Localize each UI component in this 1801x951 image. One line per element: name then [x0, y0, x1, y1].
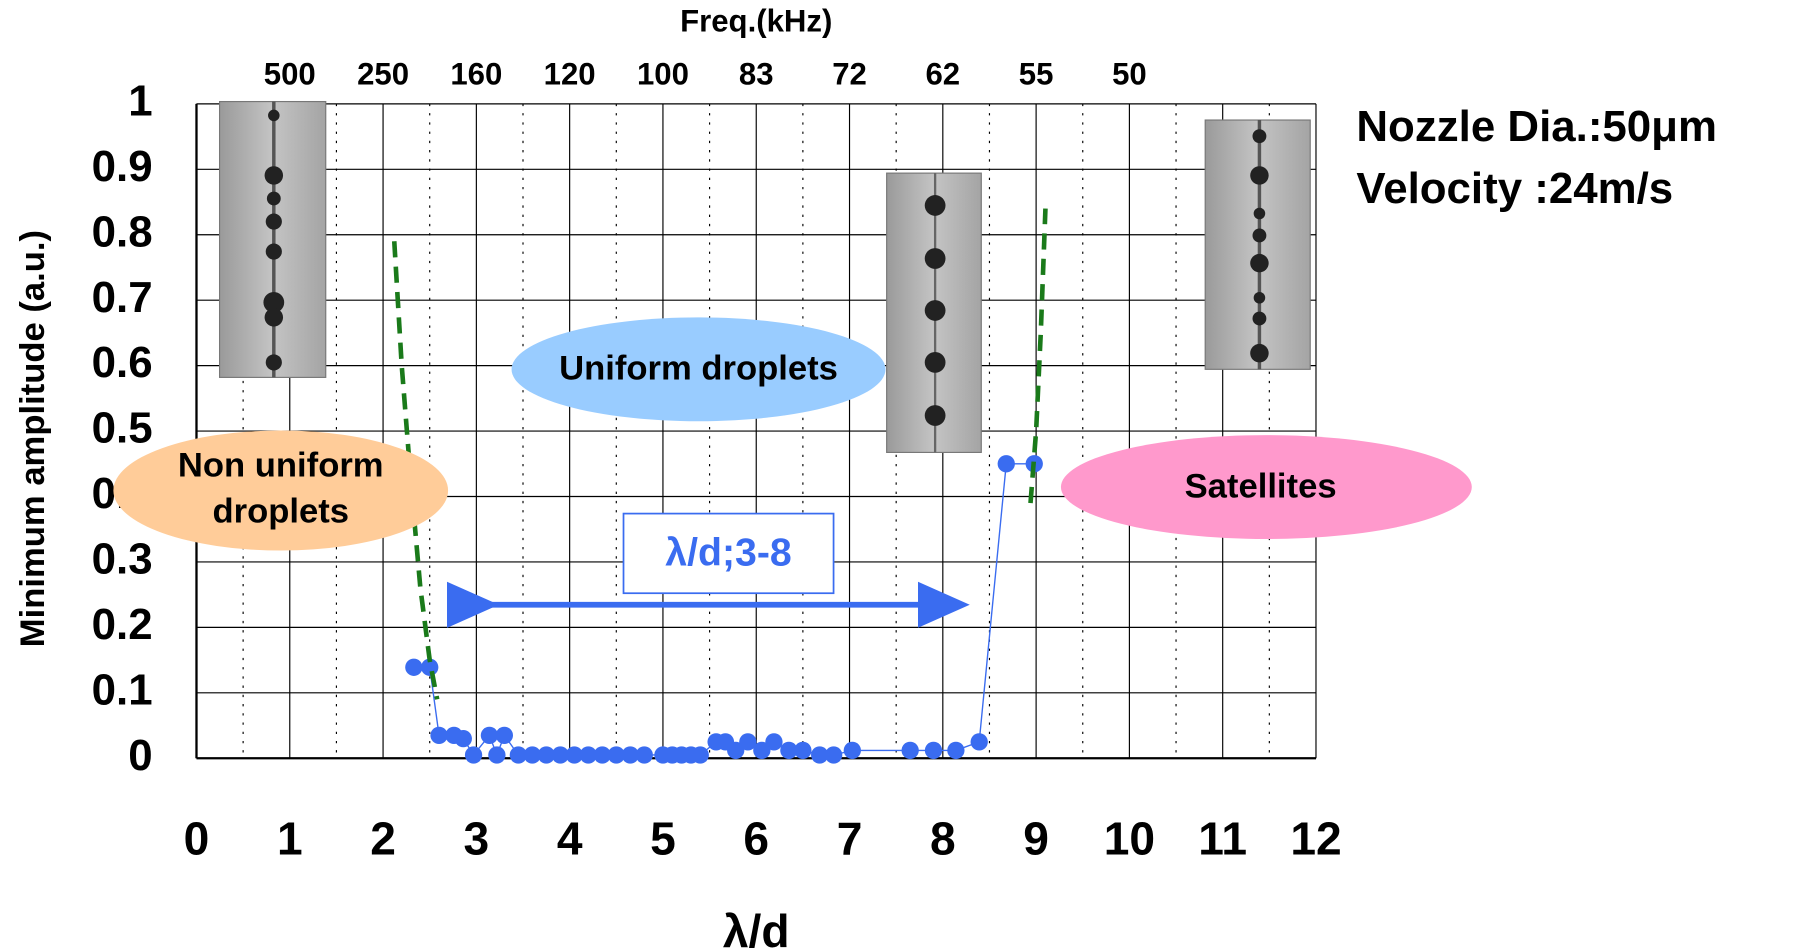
top-tick-label: 62 — [925, 56, 960, 91]
data-point — [924, 741, 943, 760]
top-tick-label: 72 — [832, 56, 867, 91]
series-line — [413, 463, 1035, 757]
x-tick-label: 12 — [1290, 813, 1341, 865]
x-tick-label: 0 — [184, 813, 210, 865]
data-point — [727, 741, 745, 760]
range-label: λ/d;3-8 — [665, 530, 791, 574]
y-tick-label: 0 — [128, 731, 152, 780]
top-tick-label: 160 — [450, 56, 502, 91]
x-tick-label: 11 — [1198, 813, 1247, 865]
x-tick-label: 5 — [650, 813, 676, 865]
y-tick-label: 0.1 — [92, 665, 153, 714]
range-box — [622, 512, 835, 595]
data-point — [811, 746, 829, 764]
fit-curve — [391, 241, 440, 700]
x-tick-label: 2 — [370, 813, 396, 865]
data-point — [901, 741, 919, 760]
data-point — [565, 746, 583, 764]
satellites-label: Satellites — [1185, 467, 1337, 505]
non-uniform-label: Non uniform droplets — [178, 447, 384, 531]
x-tick-label: 10 — [1104, 813, 1155, 865]
x-tick-label: 1 — [277, 813, 303, 865]
top-tick-label: 55 — [1019, 56, 1054, 91]
y-tick-label: 0.3 — [92, 535, 153, 584]
y-tick-label: 0.2 — [92, 600, 153, 649]
data-point — [523, 746, 541, 764]
x-tick-label: 4 — [557, 813, 583, 865]
data-point — [593, 746, 611, 764]
top-tick-label: 250 — [357, 56, 409, 91]
data-point — [997, 455, 1015, 473]
data-point — [691, 746, 709, 764]
y-tick-label: 0.7 — [92, 273, 153, 322]
x-tick-label: 8 — [930, 813, 956, 865]
top-tick-label: 500 — [264, 56, 316, 91]
data-point — [607, 746, 625, 764]
data-point — [405, 658, 423, 676]
data-point — [739, 733, 757, 751]
data-point — [464, 746, 483, 764]
data-point — [454, 729, 472, 748]
y-tick-label: 0.9 — [92, 142, 153, 191]
data-point — [794, 741, 812, 760]
data-point — [495, 726, 514, 745]
x-tick-label: 6 — [743, 813, 769, 865]
top-tick-label: 100 — [637, 56, 689, 91]
data-point — [753, 741, 771, 760]
y-tick-label: 0.6 — [92, 338, 153, 387]
data-point — [551, 746, 569, 764]
data-point — [579, 746, 597, 764]
data-point — [765, 733, 783, 751]
y-tick-label: 1 — [128, 76, 152, 125]
data-point — [488, 746, 506, 764]
fit-curve — [1028, 208, 1048, 504]
top-tick-label: 50 — [1112, 56, 1147, 91]
data-point — [430, 726, 448, 745]
y-tick-label: 0.5 — [92, 404, 153, 453]
x-tick-label: 7 — [837, 813, 863, 865]
droplet-photos — [218, 100, 1311, 453]
nozzle-label: Nozzle Dia.:50μm — [1356, 102, 1717, 151]
series — [391, 208, 1048, 764]
photo-non-uniform — [218, 100, 327, 378]
data-point — [621, 746, 639, 764]
top-tick-label: 83 — [739, 56, 774, 91]
data-point — [843, 741, 861, 760]
top-axis-title: Freq.(kHz) — [680, 3, 832, 38]
data-point — [947, 741, 965, 760]
satellites-ellipse — [1060, 435, 1472, 539]
photo-satellites — [1204, 119, 1311, 370]
data-point — [825, 746, 843, 764]
data-point — [509, 746, 527, 764]
uniform-ellipse — [511, 317, 886, 422]
annotations: Uniform droplets Non uniform droplets Sat… — [113, 102, 1717, 628]
top-tick-label: 120 — [544, 56, 596, 91]
data-point — [480, 726, 499, 745]
velocity-label: Velocity :24m/s — [1356, 164, 1673, 213]
data-point — [537, 746, 555, 764]
non-uniform-ellipse — [113, 430, 449, 551]
photo-uniform — [886, 172, 982, 453]
x-tick-label: 3 — [464, 813, 490, 865]
y-axis-title: Minimum amplitude (a.u.) — [14, 230, 52, 647]
y-tick-label: 0.8 — [92, 207, 153, 256]
x-tick-label: 9 — [1023, 813, 1049, 865]
data-point — [780, 741, 798, 760]
data-point — [635, 746, 653, 764]
x-axis-title: λ/d — [723, 905, 790, 951]
data-point — [970, 733, 988, 751]
grid — [195, 103, 1317, 760]
uniform-label: Uniform droplets — [559, 350, 838, 388]
